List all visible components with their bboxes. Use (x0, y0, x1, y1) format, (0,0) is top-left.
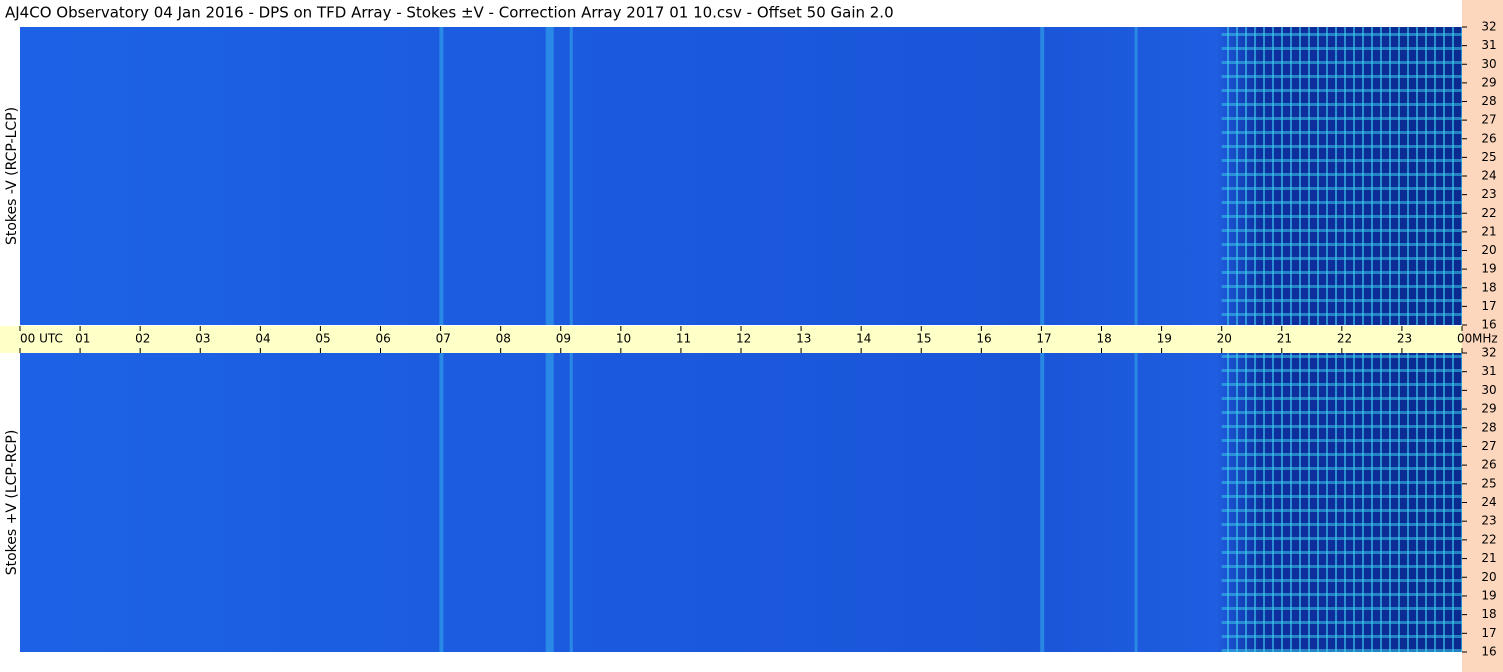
y-tick-label: 19 (1481, 588, 1496, 602)
spectrogram-texture (569, 27, 573, 325)
y-tick-label: 25 (1481, 150, 1496, 164)
spectrogram-texture (439, 353, 444, 652)
x-tick-label: 04 (255, 332, 270, 346)
spectrogram-texture (569, 353, 573, 652)
y-tick-label: 24 (1481, 495, 1496, 509)
spectrogram-texture (1040, 27, 1045, 325)
spectrogram-texture (1134, 353, 1138, 652)
x-tick-label: 05 (315, 332, 330, 346)
y-tick-label: 25 (1481, 476, 1496, 490)
y-tick-label: 31 (1481, 38, 1496, 52)
x-tick-label: 18 (1097, 332, 1112, 346)
y-tick-label: 20 (1481, 570, 1496, 584)
y-tick-label: 27 (1481, 113, 1496, 127)
y-tick-label: 31 (1481, 364, 1496, 378)
y-tick-label: 30 (1481, 383, 1496, 397)
spectrogram-texture (545, 353, 554, 652)
y-tick-label: 17 (1481, 299, 1496, 313)
x-tick-label: 10 (616, 332, 631, 346)
chart-title: AJ4CO Observatory 04 Jan 2016 - DPS on T… (5, 4, 894, 22)
x-tick-label: 00 UTC (20, 332, 63, 346)
time-axis-band (0, 326, 1462, 353)
y-tick-label: 18 (1481, 280, 1496, 294)
x-tick-label: 06 (376, 332, 391, 346)
y-tick-label: 24 (1481, 169, 1496, 183)
y-tick-label: 23 (1481, 187, 1496, 201)
y-tick-label: 21 (1481, 224, 1496, 238)
x-tick-label: 03 (195, 332, 210, 346)
y-tick-label: 29 (1481, 402, 1496, 416)
y-tick-label: 22 (1481, 206, 1496, 220)
x-tick-label: 19 (1157, 332, 1172, 346)
y-tick-label: 28 (1481, 420, 1496, 434)
x-tick-label: 12 (736, 332, 751, 346)
x-tick-label: 13 (796, 332, 811, 346)
x-tick-label: 11 (676, 332, 691, 346)
x-tick-label: 08 (496, 332, 511, 346)
x-tick-label: 17 (1036, 332, 1051, 346)
y-tick-label: 32 (1481, 346, 1496, 360)
y-tick-label: 20 (1481, 243, 1496, 257)
y-tick-label: 18 (1481, 607, 1496, 621)
x-tick-label: 14 (856, 332, 871, 346)
y-tick-label: 29 (1481, 75, 1496, 89)
y-tick-label: 16 (1481, 645, 1496, 659)
spectrogram-texture (1221, 353, 1462, 652)
x-tick-label: 07 (436, 332, 451, 346)
y-tick-label: 26 (1481, 131, 1496, 145)
y-tick-label: 22 (1481, 532, 1496, 546)
y-tick-label: 28 (1481, 94, 1496, 108)
freq-axis-band (1462, 0, 1503, 672)
y-tick-label: 16 (1481, 318, 1496, 332)
spectrogram-texture (1134, 27, 1138, 325)
x-tick-label: 15 (916, 332, 931, 346)
y-tick-label: 23 (1481, 514, 1496, 528)
y-tick-label: 32 (1481, 20, 1496, 34)
y-tick-label: 21 (1481, 551, 1496, 565)
y-tick-label: 30 (1481, 57, 1496, 71)
x-tick-label: 16 (976, 332, 991, 346)
x-tick-label: 22 (1337, 332, 1352, 346)
spectrogram-texture (1221, 27, 1462, 325)
x-tick-label: 23 (1397, 332, 1412, 346)
spectrogram-texture (439, 27, 444, 325)
y-tick-label: 17 (1481, 626, 1496, 640)
y-axis-label: Stokes +V (LCP-RCP) (4, 430, 20, 576)
y-tick-label: 27 (1481, 439, 1496, 453)
y-unit-label: MHz (1472, 332, 1498, 346)
spectrogram-texture (545, 27, 554, 325)
x-tick-label: 00 (1457, 332, 1472, 346)
x-tick-label: 20 (1217, 332, 1232, 346)
y-axis-label: Stokes -V (RCP-LCP) (4, 107, 20, 245)
x-tick-label: 01 (75, 332, 90, 346)
x-tick-label: 09 (556, 332, 571, 346)
x-tick-label: 02 (135, 332, 150, 346)
y-tick-label: 26 (1481, 458, 1496, 472)
y-tick-label: 19 (1481, 262, 1496, 276)
spectrogram-texture (1040, 353, 1045, 652)
x-tick-label: 21 (1277, 332, 1292, 346)
